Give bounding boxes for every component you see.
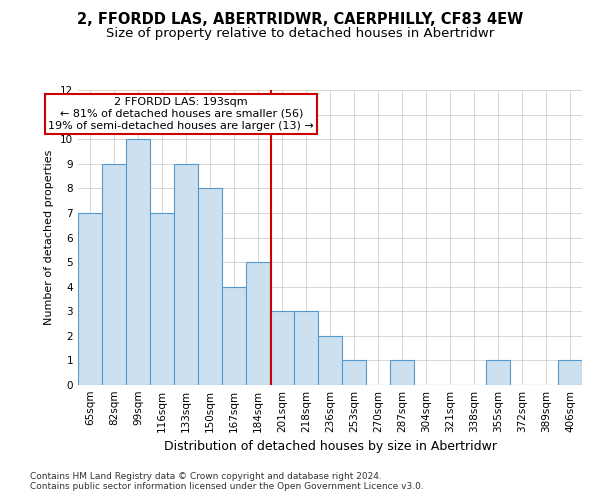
Bar: [558, 360, 582, 385]
Bar: [318, 336, 342, 385]
Bar: [486, 360, 510, 385]
Bar: [294, 311, 318, 385]
Bar: [174, 164, 198, 385]
Bar: [246, 262, 270, 385]
Bar: [270, 311, 294, 385]
Text: 2, FFORDD LAS, ABERTRIDWR, CAERPHILLY, CF83 4EW: 2, FFORDD LAS, ABERTRIDWR, CAERPHILLY, C…: [77, 12, 523, 28]
Bar: [126, 139, 150, 385]
Text: 2 FFORDD LAS: 193sqm  
← 81% of detached houses are smaller (56)
19% of semi-det: 2 FFORDD LAS: 193sqm ← 81% of detached h…: [49, 98, 314, 130]
Text: Contains public sector information licensed under the Open Government Licence v3: Contains public sector information licen…: [30, 482, 424, 491]
Bar: [78, 213, 102, 385]
Bar: [102, 164, 126, 385]
Bar: [198, 188, 222, 385]
Text: Contains HM Land Registry data © Crown copyright and database right 2024.: Contains HM Land Registry data © Crown c…: [30, 472, 382, 481]
Text: Size of property relative to detached houses in Abertridwr: Size of property relative to detached ho…: [106, 28, 494, 40]
Bar: [222, 286, 246, 385]
Bar: [390, 360, 414, 385]
Bar: [150, 213, 174, 385]
Y-axis label: Number of detached properties: Number of detached properties: [44, 150, 55, 325]
X-axis label: Distribution of detached houses by size in Abertridwr: Distribution of detached houses by size …: [163, 440, 497, 454]
Bar: [342, 360, 366, 385]
